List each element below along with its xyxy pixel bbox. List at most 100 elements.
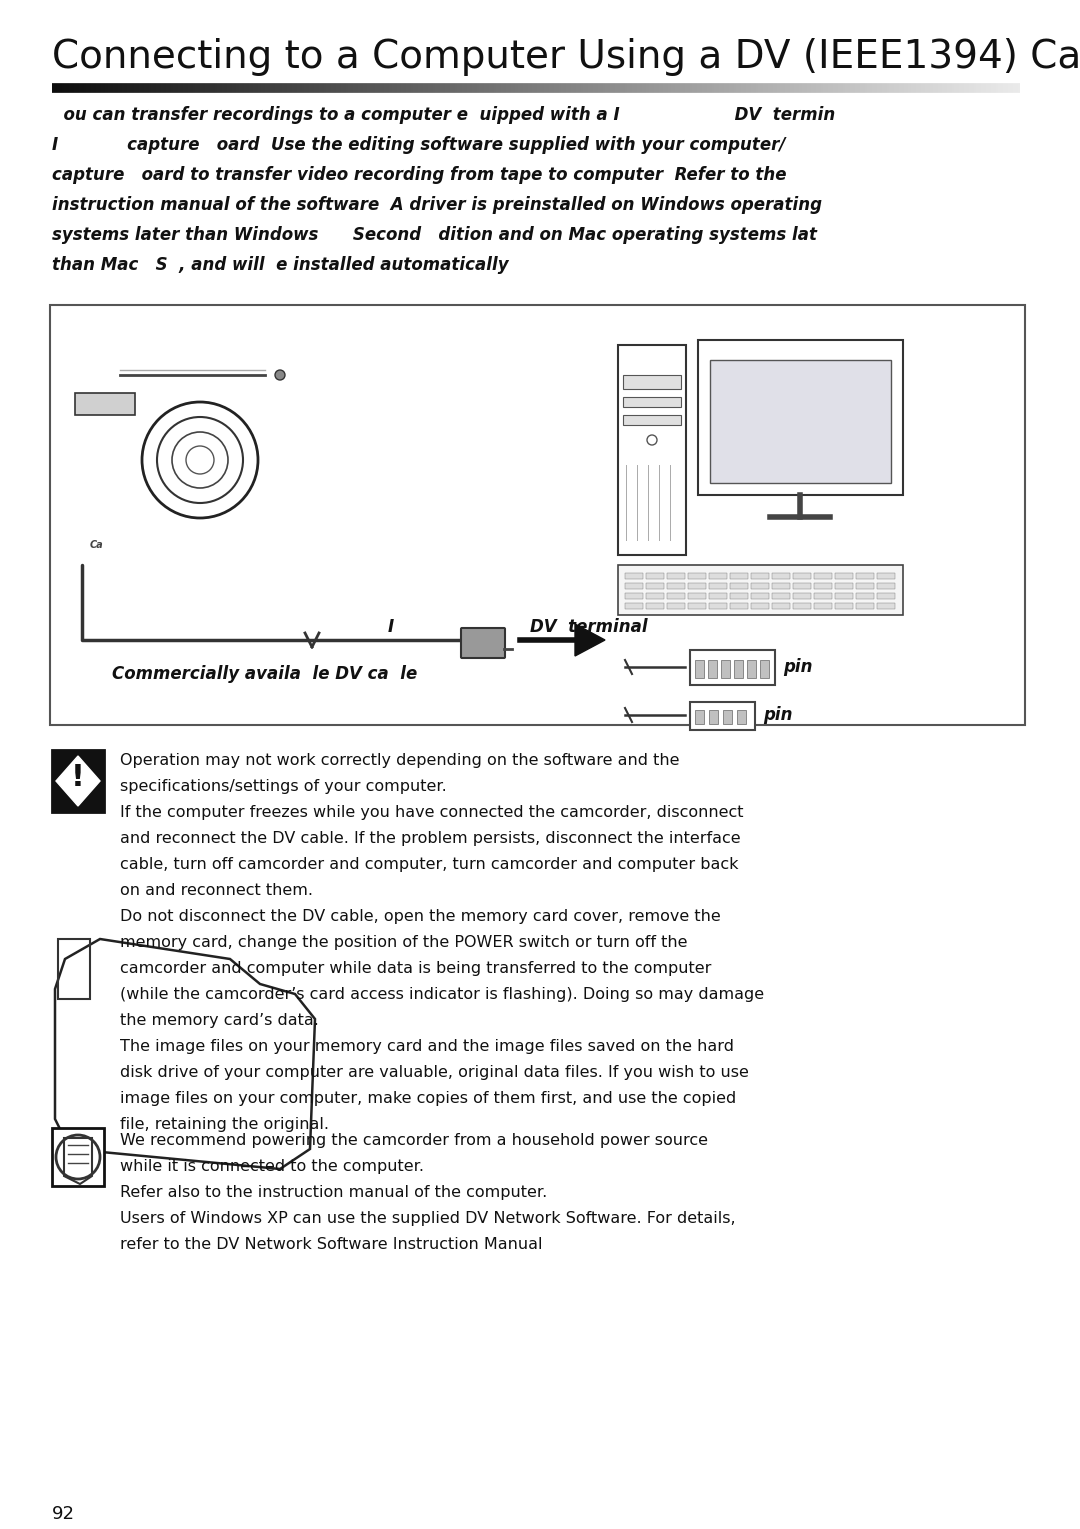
Text: Connecting to a Computer Using a DV (IEEE1394) Cable: Connecting to a Computer Using a DV (IEE… bbox=[52, 38, 1080, 76]
Bar bbox=[667, 583, 685, 589]
Bar bbox=[625, 602, 643, 609]
Circle shape bbox=[275, 370, 285, 381]
Text: (while the camcorder’s card access indicator is flashing). Doing so may damage: (while the camcorder’s card access indic… bbox=[120, 988, 765, 1001]
Text: specifications/settings of your computer.: specifications/settings of your computer… bbox=[120, 778, 447, 794]
Bar bbox=[688, 593, 706, 599]
Bar bbox=[730, 593, 748, 599]
Text: I: I bbox=[388, 618, 394, 636]
Bar bbox=[618, 566, 903, 615]
Text: cable, turn off camcorder and computer, turn camcorder and computer back: cable, turn off camcorder and computer, … bbox=[120, 856, 739, 872]
Bar bbox=[625, 593, 643, 599]
Text: We recommend powering the camcorder from a household power source: We recommend powering the camcorder from… bbox=[120, 1133, 708, 1148]
Bar bbox=[793, 593, 811, 599]
Text: The image files on your memory card and the image files saved on the hard: The image files on your memory card and … bbox=[120, 1040, 734, 1053]
Bar bbox=[667, 602, 685, 609]
Bar bbox=[772, 573, 789, 579]
Bar bbox=[760, 661, 769, 677]
Bar bbox=[625, 573, 643, 579]
Bar bbox=[667, 573, 685, 579]
Text: I            capture   oard  Use the editing software supplied with your compute: I capture oard Use the editing software … bbox=[52, 136, 785, 154]
Bar bbox=[856, 573, 874, 579]
Bar bbox=[721, 661, 730, 677]
Bar bbox=[856, 583, 874, 589]
Bar bbox=[751, 602, 769, 609]
Text: image files on your computer, make copies of them first, and use the copied: image files on your computer, make copie… bbox=[120, 1092, 737, 1105]
Bar bbox=[708, 573, 727, 579]
Bar bbox=[835, 583, 853, 589]
Text: pin: pin bbox=[762, 706, 793, 725]
FancyBboxPatch shape bbox=[461, 628, 505, 657]
Bar bbox=[772, 583, 789, 589]
Bar bbox=[734, 661, 743, 677]
Text: !: ! bbox=[71, 763, 85, 792]
Text: Commercially availa  le DV ca  le: Commercially availa le DV ca le bbox=[112, 665, 417, 683]
Bar bbox=[730, 602, 748, 609]
Bar bbox=[730, 583, 748, 589]
Bar bbox=[52, 751, 104, 812]
Bar bbox=[747, 661, 756, 677]
Bar bbox=[814, 583, 832, 589]
Bar bbox=[698, 339, 903, 495]
Text: Do not disconnect the DV cable, open the memory card cover, remove the: Do not disconnect the DV cable, open the… bbox=[120, 910, 720, 924]
Text: Users of Windows XP can use the supplied DV Network Software. For details,: Users of Windows XP can use the supplied… bbox=[120, 1211, 735, 1226]
Bar bbox=[877, 573, 895, 579]
Bar bbox=[688, 573, 706, 579]
Text: the memory card’s data.: the memory card’s data. bbox=[120, 1014, 319, 1027]
Bar bbox=[737, 709, 746, 725]
Bar bbox=[877, 583, 895, 589]
Bar bbox=[751, 583, 769, 589]
Bar bbox=[688, 602, 706, 609]
Bar bbox=[856, 593, 874, 599]
Text: refer to the DV Network Software Instruction Manual: refer to the DV Network Software Instruc… bbox=[120, 1237, 542, 1252]
Bar bbox=[710, 359, 891, 483]
Bar bbox=[708, 583, 727, 589]
Text: and reconnect the DV cable. If the problem persists, disconnect the interface: and reconnect the DV cable. If the probl… bbox=[120, 830, 741, 846]
Text: Operation may not work correctly depending on the software and the: Operation may not work correctly dependi… bbox=[120, 752, 679, 768]
Bar bbox=[730, 573, 748, 579]
Bar bbox=[708, 661, 717, 677]
Bar bbox=[646, 583, 664, 589]
Text: Ca: Ca bbox=[90, 540, 104, 550]
Bar bbox=[708, 593, 727, 599]
Bar bbox=[618, 346, 686, 555]
Text: camcorder and computer while data is being transferred to the computer: camcorder and computer while data is bei… bbox=[120, 962, 712, 976]
Text: systems later than Windows      Second   dition and on Mac operating systems lat: systems later than Windows Second dition… bbox=[52, 226, 816, 245]
Bar bbox=[793, 573, 811, 579]
Bar bbox=[75, 393, 135, 414]
Polygon shape bbox=[56, 755, 100, 806]
Bar bbox=[723, 709, 732, 725]
Text: disk drive of your computer are valuable, original data files. If you wish to us: disk drive of your computer are valuable… bbox=[120, 1066, 748, 1079]
Bar bbox=[814, 602, 832, 609]
Bar bbox=[623, 398, 681, 407]
Bar bbox=[877, 593, 895, 599]
Text: DV  terminal: DV terminal bbox=[530, 618, 648, 636]
Bar bbox=[690, 702, 755, 729]
Bar bbox=[772, 602, 789, 609]
Text: on and reconnect them.: on and reconnect them. bbox=[120, 884, 313, 898]
Text: instruction manual of the software  A driver is preinstalled on Windows operatin: instruction manual of the software A dri… bbox=[52, 196, 822, 214]
Text: Refer also to the instruction manual of the computer.: Refer also to the instruction manual of … bbox=[120, 1185, 548, 1200]
Bar bbox=[835, 573, 853, 579]
Bar bbox=[835, 602, 853, 609]
Bar bbox=[835, 593, 853, 599]
Text: memory card, change the position of the POWER switch or turn off the: memory card, change the position of the … bbox=[120, 936, 688, 950]
Text: than Mac   S  , and will  e installed automatically: than Mac S , and will e installed automa… bbox=[52, 255, 509, 274]
Bar bbox=[814, 573, 832, 579]
Bar bbox=[696, 661, 704, 677]
Bar bbox=[751, 593, 769, 599]
Polygon shape bbox=[575, 624, 605, 656]
Text: 92: 92 bbox=[52, 1505, 75, 1523]
Bar bbox=[708, 602, 727, 609]
Bar bbox=[696, 709, 704, 725]
Bar bbox=[52, 1128, 104, 1187]
Bar bbox=[646, 573, 664, 579]
Bar bbox=[646, 602, 664, 609]
Bar bbox=[623, 414, 681, 425]
Bar bbox=[625, 583, 643, 589]
Text: while it is connected to the computer.: while it is connected to the computer. bbox=[120, 1159, 424, 1174]
Bar bbox=[708, 709, 718, 725]
Bar bbox=[688, 583, 706, 589]
Text: file, retaining the original.: file, retaining the original. bbox=[120, 1118, 329, 1131]
Bar bbox=[646, 593, 664, 599]
Bar bbox=[690, 650, 775, 685]
